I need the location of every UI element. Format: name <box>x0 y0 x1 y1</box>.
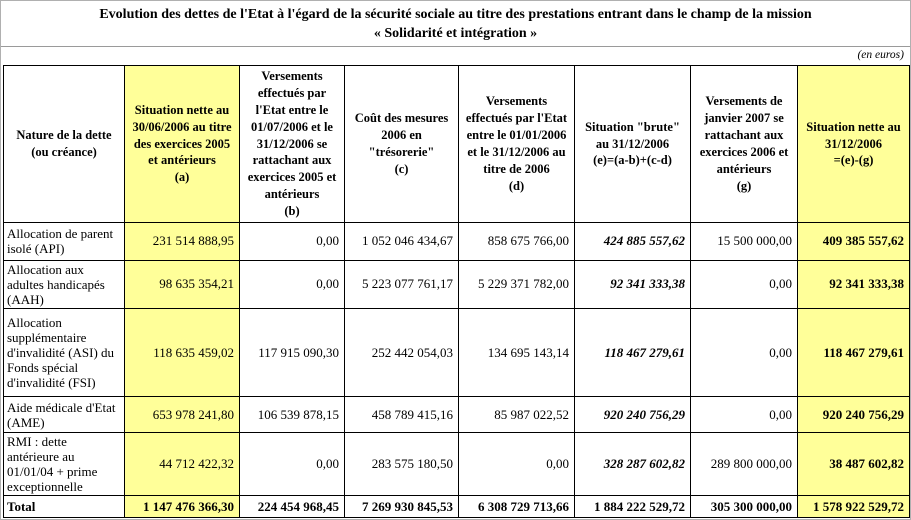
row-label: RMI : dette antérieure au 01/01/04 + pri… <box>3 432 125 497</box>
cell-e: 328 287 602,82 <box>574 432 691 497</box>
cell-net: 92 341 333,38 <box>797 259 910 310</box>
row-label: Aide médicale d'Etat (AME) <box>3 396 125 434</box>
table-title: Evolution des dettes de l'Etat à l'égard… <box>1 1 910 47</box>
table-row-aah: Allocation aux adultes handicapés (AAH) … <box>3 259 910 310</box>
cell-b: 0,00 <box>239 259 345 310</box>
row-label: Allocation aux adultes handicapés (AAH) <box>3 259 125 310</box>
cell-d: 134 695 143,14 <box>458 308 575 398</box>
cell-b: 0,00 <box>239 221 345 261</box>
col-header-b: Versements effectués par l'Etat entre le… <box>239 65 345 223</box>
table-row-asi: Allocation supplémentaire d'invalidité (… <box>3 308 910 398</box>
unit-note: (en euros) <box>857 49 904 61</box>
col-header-g: Versements de janvier 2007 se rattachant… <box>690 65 798 223</box>
table-row-ame: Aide médicale d'Etat (AME) 653 978 241,8… <box>3 396 910 434</box>
cell-a: 98 635 354,21 <box>124 259 240 310</box>
cell-b: 117 915 090,30 <box>239 308 345 398</box>
cell-d: 0,00 <box>458 432 575 497</box>
cell-c: 7 269 930 845,53 <box>344 495 459 519</box>
col-header-net: Situation nette au 31/12/2006 =(e)-(g) <box>797 65 910 223</box>
cell-b: 224 454 968,45 <box>239 495 345 519</box>
cell-e: 424 885 557,62 <box>574 221 691 261</box>
cell-a: 231 514 888,95 <box>124 221 240 261</box>
cell-g: 0,00 <box>690 396 798 434</box>
header-row: Nature de la dette (ou créance) Situatio… <box>3 65 910 223</box>
cell-d: 6 308 729 713,66 <box>458 495 575 519</box>
cell-b: 0,00 <box>239 432 345 497</box>
table-row-total: Total 1 147 476 366,30 224 454 968,45 7 … <box>3 495 910 519</box>
row-label: Allocation de parent isolé (API) <box>3 221 125 261</box>
cell-g: 289 800 000,00 <box>690 432 798 497</box>
cell-c: 252 442 054,03 <box>344 308 459 398</box>
row-label: Allocation supplémentaire d'invalidité (… <box>3 308 125 398</box>
cell-g: 0,00 <box>690 259 798 310</box>
cell-e: 1 884 222 529,72 <box>574 495 691 519</box>
cell-net: 118 467 279,61 <box>797 308 910 398</box>
cell-c: 1 052 046 434,67 <box>344 221 459 261</box>
col-header-e: Situation "brute" au 31/12/2006 (e)=(a-b… <box>574 65 691 223</box>
cell-c: 5 223 077 761,17 <box>344 259 459 310</box>
cell-g: 15 500 000,00 <box>690 221 798 261</box>
cell-net: 1 578 922 529,72 <box>797 495 910 519</box>
title-line-1: Evolution des dettes de l'Etat à l'égard… <box>99 7 812 22</box>
cell-a: 44 712 422,32 <box>124 432 240 497</box>
col-header-a: Situation nette au 30/06/2006 au titre d… <box>124 65 240 223</box>
cell-c: 458 789 415,16 <box>344 396 459 434</box>
cell-c: 283 575 180,50 <box>344 432 459 497</box>
col-header-d: Versements effectués par l'Etat entre le… <box>458 65 575 223</box>
cell-g: 305 300 000,00 <box>690 495 798 519</box>
cell-e: 92 341 333,38 <box>574 259 691 310</box>
cell-e: 920 240 756,29 <box>574 396 691 434</box>
cell-a: 653 978 241,80 <box>124 396 240 434</box>
table-row-api: Allocation de parent isolé (API) 231 514… <box>3 221 910 261</box>
cell-d: 5 229 371 782,00 <box>458 259 575 310</box>
cell-d: 858 675 766,00 <box>458 221 575 261</box>
cell-net: 38 487 602,82 <box>797 432 910 497</box>
cell-b: 106 539 878,15 <box>239 396 345 434</box>
cell-a: 118 635 459,02 <box>124 308 240 398</box>
debt-evolution-table: Nature de la dette (ou créance) Situatio… <box>3 65 910 519</box>
cell-g: 0,00 <box>690 308 798 398</box>
col-header-c: Coût des mesures 2006 en "trésorerie" (c… <box>344 65 459 223</box>
row-label-total: Total <box>3 495 125 519</box>
cell-e: 118 467 279,61 <box>574 308 691 398</box>
cell-d: 85 987 022,52 <box>458 396 575 434</box>
cell-net: 409 385 557,62 <box>797 221 910 261</box>
table-row-rmi: RMI : dette antérieure au 01/01/04 + pri… <box>3 432 910 497</box>
col-header-nature: Nature de la dette (ou créance) <box>3 65 125 223</box>
cell-a: 1 147 476 366,30 <box>124 495 240 519</box>
cell-net: 920 240 756,29 <box>797 396 910 434</box>
title-line-2: « Solidarité et intégration » <box>373 25 538 41</box>
